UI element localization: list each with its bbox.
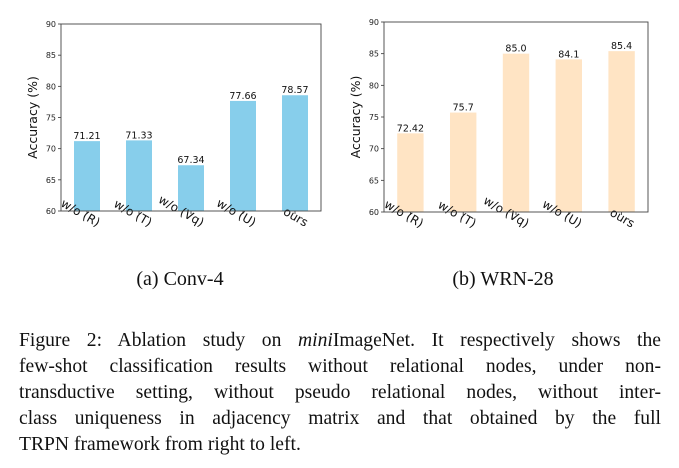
bar <box>126 140 152 211</box>
bar <box>608 51 635 213</box>
y-tick-label: 70 <box>46 145 56 154</box>
caption-line: class uniqueness in adjacency matrix and… <box>19 408 661 429</box>
y-axis-label: Accuracy (%) <box>25 76 40 159</box>
y-tick-label: 75 <box>46 114 56 123</box>
data-label: 75.7 <box>453 103 474 114</box>
data-label: 77.66 <box>229 91 256 102</box>
y-tick-label: 70 <box>369 145 379 154</box>
data-label: 72.42 <box>397 123 424 134</box>
subcaption-b: (b) WRN-28 <box>452 268 554 290</box>
y-tick-label: 80 <box>369 81 379 90</box>
bar <box>282 95 308 211</box>
data-label: 78.57 <box>281 85 308 96</box>
y-tick-label: 85 <box>46 51 56 60</box>
caption-text: Figure 2: Ablation study on <box>19 330 298 351</box>
y-tick-label: 60 <box>369 208 379 217</box>
axes-frame <box>383 21 649 213</box>
y-tick-label: 85 <box>369 50 379 59</box>
data-label: 71.21 <box>73 131 100 142</box>
caption-line: TRPN framework from right to left. <box>19 434 301 455</box>
y-tick-label: 75 <box>369 113 379 122</box>
y-tick-label: 80 <box>46 82 56 91</box>
caption-line: few-shot classification results without … <box>19 356 661 377</box>
y-axis-label: Accuracy (%) <box>348 76 363 159</box>
y-tick-label: 90 <box>46 20 56 29</box>
bar <box>555 59 582 212</box>
bar <box>230 100 256 211</box>
caption-text: ImageNet. It respectively shows the <box>332 330 661 351</box>
subcaption-a: (a) Conv-4 <box>136 268 224 290</box>
charts: 71.21w/o (R)71.33w/o (T)67.34w/o (Vq)77.… <box>25 18 649 231</box>
y-tick-label: 65 <box>46 176 56 185</box>
data-label: 84.1 <box>558 49 579 60</box>
bar <box>178 165 204 211</box>
data-label: 85.0 <box>505 44 526 55</box>
bar <box>74 141 100 211</box>
bar <box>450 112 477 212</box>
data-label: 85.4 <box>611 41 632 52</box>
bar <box>502 53 530 212</box>
caption-italic: mini <box>298 330 333 351</box>
axes-frame <box>60 23 322 212</box>
y-tick-label: 65 <box>369 176 379 185</box>
y-tick-label: 60 <box>46 207 56 216</box>
caption-line: transductive setting, without pseudo rel… <box>19 382 661 403</box>
data-label: 67.34 <box>177 155 204 166</box>
bar <box>397 133 424 212</box>
data-label: 71.33 <box>125 130 152 141</box>
caption-line: Figure 2: Ablation study on miniImageNet… <box>19 328 661 354</box>
y-tick-label: 90 <box>369 18 379 27</box>
figure-caption: Figure 2: Ablation study on miniImageNet… <box>19 328 661 458</box>
